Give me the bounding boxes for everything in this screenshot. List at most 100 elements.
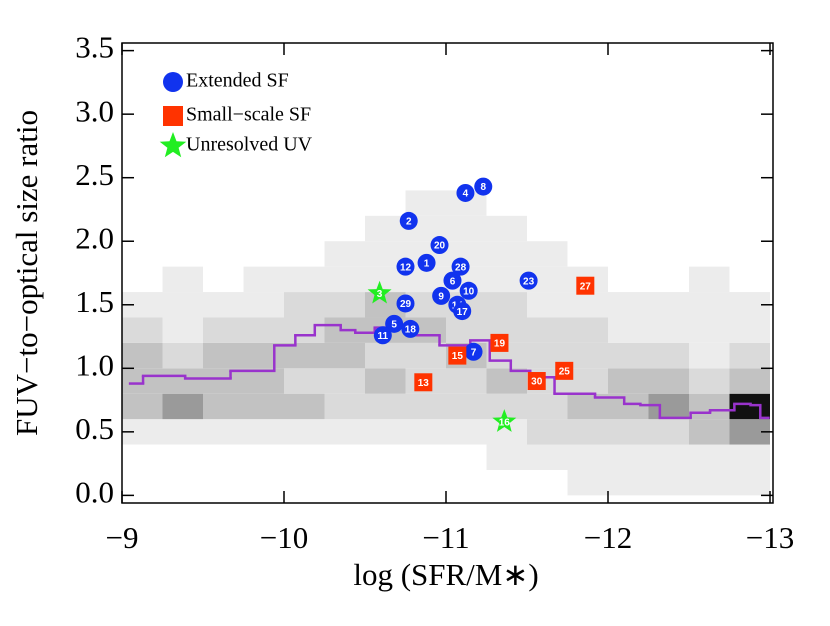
point (396, 294, 415, 313)
point (432, 286, 451, 305)
density-cell (608, 368, 649, 394)
density-cell (365, 368, 406, 394)
density-cell (689, 419, 730, 445)
density-cell (324, 419, 365, 445)
density-cell (689, 444, 730, 470)
point (519, 271, 538, 290)
legend-label: Small−scale SF (186, 104, 311, 126)
density-cell (527, 241, 568, 267)
density-cell (567, 317, 608, 343)
density-cell (324, 266, 365, 293)
density-cell (446, 393, 487, 420)
density-cell (729, 444, 770, 470)
point-label: 27 (580, 281, 592, 292)
point (417, 253, 436, 272)
density-cell (567, 342, 608, 369)
density-cell (203, 342, 244, 369)
legend-marker (163, 72, 183, 92)
legend-label: Extended SF (186, 70, 289, 92)
density-cell (243, 368, 284, 394)
density-cell (527, 317, 568, 343)
density-cell (446, 317, 487, 343)
point (401, 319, 420, 338)
legend-label: Unresolved UV (186, 134, 313, 156)
density-cell (243, 342, 284, 369)
density-cell (608, 342, 649, 369)
density-cell (122, 393, 163, 420)
y-tick-label: 1.0 (75, 347, 114, 382)
density-cell (527, 419, 568, 445)
density-cell (608, 419, 649, 445)
density-cell (243, 292, 284, 318)
density-cell (729, 393, 770, 420)
density-cell (567, 292, 608, 318)
density-cell (446, 215, 487, 242)
density-cell (203, 393, 244, 420)
density-cell (689, 368, 730, 394)
density-cell (689, 292, 730, 318)
density-cell (162, 419, 203, 445)
point-label: 1 (424, 258, 430, 269)
y-tick-label: 3.5 (75, 30, 114, 65)
point-label: 18 (405, 325, 417, 336)
density-cell (608, 292, 649, 318)
density-cell (567, 444, 608, 470)
point-label: 10 (463, 286, 475, 297)
density-cell (567, 419, 608, 445)
point-label: 30 (531, 377, 543, 388)
point (399, 211, 418, 230)
point-label: 3 (377, 289, 383, 300)
point (448, 346, 467, 365)
density-cell (243, 266, 284, 293)
point-label: 11 (378, 331, 389, 342)
density-cell (365, 342, 406, 369)
point (451, 257, 470, 276)
point (385, 314, 404, 333)
point-label: 12 (400, 262, 412, 273)
point-label: 23 (523, 276, 535, 287)
density-cell (203, 292, 244, 318)
density-cell (729, 469, 770, 496)
point (430, 236, 449, 255)
density-cell (567, 469, 608, 496)
density-cell (162, 266, 203, 293)
density-cell (648, 444, 689, 470)
point (367, 280, 392, 304)
density-cell (162, 342, 203, 369)
density-cell (284, 317, 325, 343)
density-cell (729, 368, 770, 394)
density-cell (243, 419, 284, 445)
density-cell (284, 368, 325, 394)
density-cell (689, 469, 730, 496)
density-cell (486, 241, 527, 267)
density-cell (284, 292, 325, 318)
density-cell (405, 393, 446, 420)
density-cell (729, 342, 770, 369)
density-cell (486, 393, 527, 420)
density-cell (486, 292, 527, 318)
point-label: 2 (406, 217, 412, 228)
x-tick-label: −9 (106, 520, 139, 555)
point-label: 19 (494, 339, 506, 350)
density-cell (203, 419, 244, 445)
density-cell (122, 317, 163, 343)
density-cell (162, 317, 203, 343)
density-cell (324, 342, 365, 369)
density-cell (648, 393, 689, 420)
density-cell (122, 342, 163, 369)
point (443, 271, 462, 290)
point (373, 326, 392, 345)
point (474, 177, 493, 196)
x-tick-label: −13 (746, 520, 794, 555)
density-cell (567, 368, 608, 394)
point-label: 29 (400, 299, 412, 310)
y-tick-label: 3.0 (75, 93, 114, 128)
y-axis-label: FUV−to−optical size ratio (9, 110, 44, 436)
density-cell (648, 368, 689, 394)
legend-marker (163, 106, 183, 126)
density-cell (203, 317, 244, 343)
density-cell (608, 317, 649, 343)
density-cell (689, 317, 730, 343)
density-cell (446, 419, 487, 445)
